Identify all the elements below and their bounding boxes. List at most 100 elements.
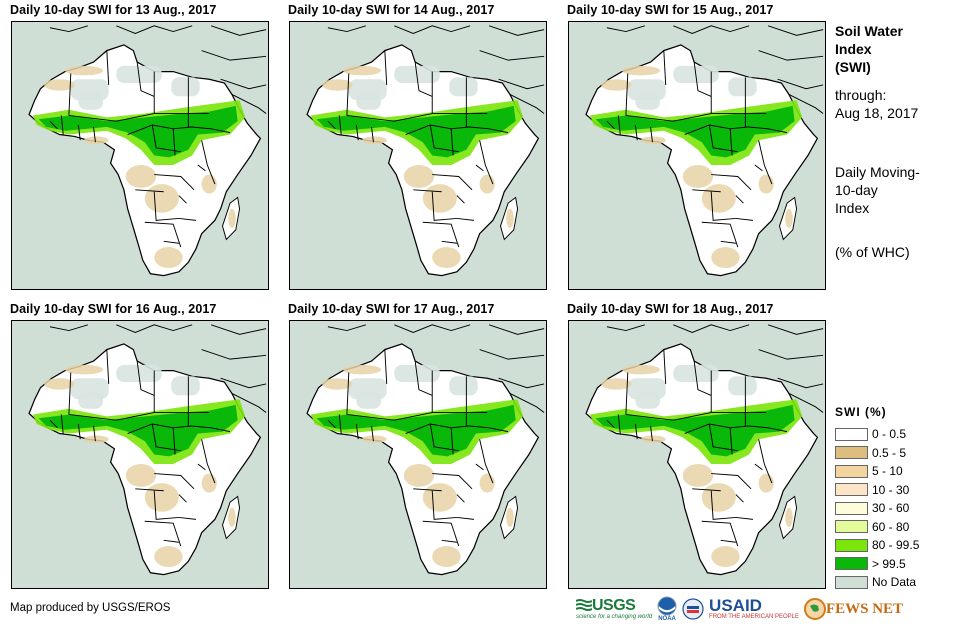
swi-map: [11, 320, 269, 589]
country-border: [355, 124, 359, 141]
country-border: [384, 349, 388, 384]
wet-belt: [316, 404, 516, 457]
country-border: [355, 423, 359, 440]
panel-title: Daily 10-day SWI for 14 Aug., 2017: [288, 3, 495, 17]
no-data-region: [78, 391, 104, 409]
unit-label: (% of WHC): [835, 244, 910, 260]
country-border: [432, 473, 473, 490]
country-border: [634, 124, 638, 141]
country-border: [708, 423, 738, 452]
coastline-north: [327, 324, 545, 413]
country-border: [68, 372, 72, 415]
country-border: [151, 124, 181, 153]
country-border: [735, 195, 744, 204]
globe-icon: [803, 598, 826, 620]
country-border: [405, 124, 471, 135]
fewsnet-logo: FEWS NET: [803, 598, 903, 620]
dry-region: [362, 435, 387, 444]
dry-region: [228, 208, 236, 228]
dry-region: [84, 136, 109, 145]
dry-region: [701, 483, 736, 512]
country-border: [456, 494, 465, 503]
country-border: [606, 419, 615, 429]
legend-rows: 0 - 0.5 0.5 - 5 5 - 10 10 - 30 30 - 60 60 - 8…: [835, 425, 919, 592]
africa-map-svg: [306, 25, 545, 277]
no-data-region: [78, 92, 104, 110]
country-border: [475, 164, 484, 172]
legend-item: 5 - 10: [835, 462, 919, 481]
country-border: [346, 73, 350, 116]
country-border: [684, 124, 750, 135]
country-border: [197, 164, 206, 172]
no-data-region: [171, 77, 200, 97]
country-border: [338, 414, 342, 434]
usaid-text: USAID: [709, 596, 762, 615]
country-border: [190, 126, 231, 134]
country-border: [413, 488, 442, 492]
africa-map-svg: [585, 324, 824, 576]
usaid-logo: USAID FROM THE AMERICAN PEOPLE: [709, 597, 799, 621]
country-border: [346, 413, 395, 421]
wet-belt: [316, 105, 516, 158]
legend-swatch: [835, 557, 868, 571]
country-border: [422, 221, 460, 248]
legend-swatch: [835, 483, 868, 497]
country-border: [450, 427, 454, 455]
country-border: [414, 61, 433, 97]
country-border: [77, 423, 81, 440]
country-border: [77, 124, 81, 141]
country-border: [711, 473, 752, 490]
dry-region: [682, 165, 714, 188]
dry-region: [601, 378, 632, 390]
country-border: [178, 217, 196, 221]
through-date: Aug 18, 2017: [835, 105, 919, 121]
country-border: [327, 419, 336, 429]
swi-map: [289, 21, 547, 290]
country-border: [754, 463, 763, 471]
country-border: [747, 425, 788, 433]
country-border: [634, 423, 638, 440]
legend-item: 60 - 80: [835, 518, 919, 537]
desc-line: Index: [835, 200, 870, 216]
country-border: [422, 520, 460, 547]
dry-region: [343, 364, 382, 375]
country-border: [106, 349, 110, 384]
dry-region: [641, 136, 666, 145]
through-label: through:: [835, 87, 887, 103]
legend-label: 5 - 10: [872, 464, 903, 479]
country-border: [163, 539, 179, 543]
usgs-head: USGS: [576, 597, 636, 614]
dry-region: [144, 184, 179, 213]
coastline-north: [49, 25, 267, 114]
country-border: [178, 516, 196, 520]
country-border: [606, 120, 615, 130]
country-border: [68, 114, 117, 122]
dry-region: [711, 546, 740, 568]
swi-map: [11, 21, 269, 290]
swi-map: [568, 21, 826, 290]
country-border: [441, 539, 457, 543]
country-border: [708, 124, 738, 153]
dry-region: [154, 247, 183, 269]
coastline-north: [606, 324, 824, 413]
dry-region: [403, 464, 435, 487]
legend-title: SWI (%): [835, 405, 887, 419]
country-border: [201, 439, 216, 484]
legend-swatch: [835, 538, 868, 552]
dry-region: [362, 136, 387, 145]
country-border: [154, 174, 195, 191]
country-border: [153, 191, 179, 221]
country-border: [371, 425, 374, 442]
credit-text: Map produced by USGS/EROS: [10, 602, 171, 614]
legend-label: 30 - 60: [872, 501, 910, 516]
legend-label: 10 - 30: [872, 482, 910, 497]
country-border: [154, 473, 195, 490]
panel-title: Daily 10-day SWI for 17 Aug., 2017: [288, 302, 495, 316]
country-border: [371, 126, 374, 143]
country-border: [135, 488, 164, 492]
usaid-tagline: FROM THE AMERICAN PEOPLE: [709, 614, 799, 620]
dry-region: [622, 364, 661, 375]
country-border: [346, 114, 395, 122]
country-border: [394, 113, 433, 122]
legend-item: 0.5 - 5: [835, 444, 919, 463]
